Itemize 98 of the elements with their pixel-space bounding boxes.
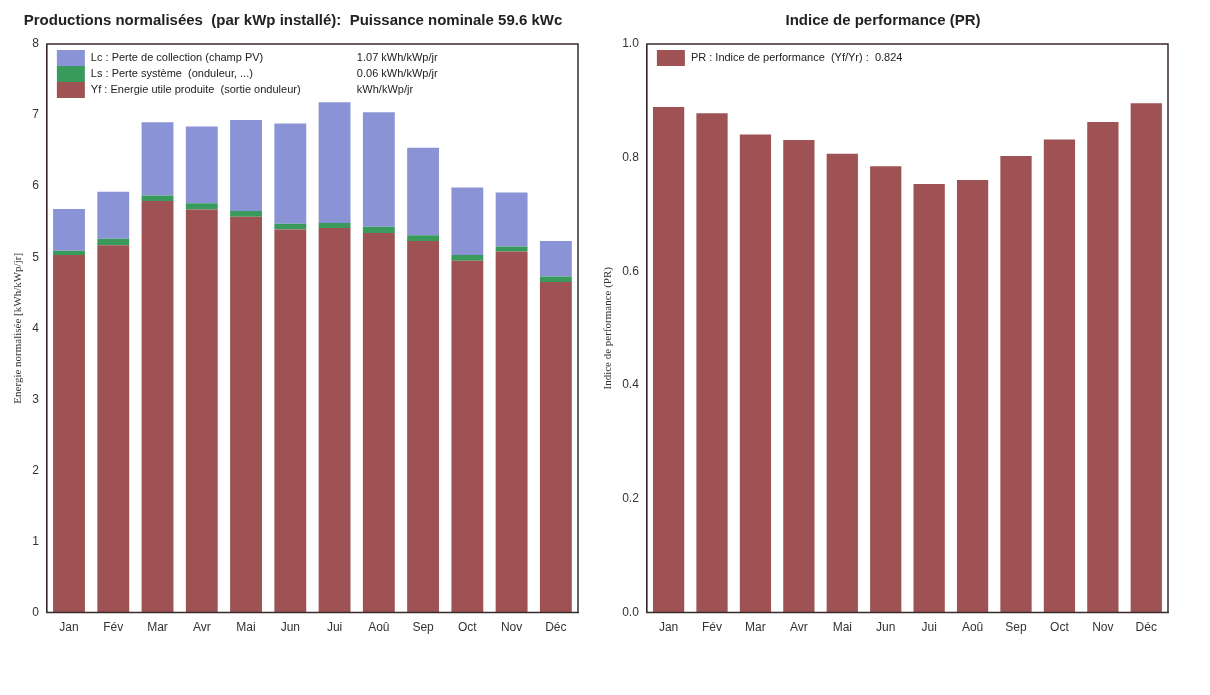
x-tick-label: Mai (236, 620, 256, 635)
bar (318, 102, 351, 224)
x-tick-label: Jan (59, 620, 79, 635)
bar (956, 179, 989, 613)
y-tick-label: 3 (32, 391, 40, 406)
y-tick-label: 8 (32, 36, 40, 51)
y-tick-label: 0.0 (622, 604, 640, 619)
bar (913, 183, 945, 613)
bar (318, 223, 351, 229)
x-tick-label: Mar (745, 620, 766, 635)
x-tick-label: Jan (658, 620, 679, 635)
chart-title: Productions normalisées (par kWp installé): Puissance nominale 59.6 kWc (23, 11, 563, 29)
x-tick-label: Mai (832, 620, 852, 635)
y-tick-label: 5 (32, 249, 40, 264)
bar (1130, 103, 1162, 613)
bar (141, 122, 174, 196)
bar (141, 195, 174, 202)
x-tick-label: Jun (280, 620, 300, 635)
bar (230, 216, 262, 613)
bar (451, 187, 484, 256)
chart-title: Indice de performance (PR) (785, 11, 981, 29)
bar (1043, 139, 1076, 613)
bar (407, 235, 440, 241)
x-tick-label: Jui (326, 620, 343, 635)
x-tick-label: Avr (789, 620, 808, 635)
bar (185, 126, 218, 204)
bar (230, 211, 262, 217)
bar (185, 203, 218, 210)
bar (141, 201, 174, 613)
bar (274, 223, 307, 230)
bar (539, 240, 572, 277)
legend-label: Yf : Energie utile produite (sortie onduleur) (90, 83, 301, 96)
bar (539, 276, 572, 283)
bar (451, 260, 484, 613)
bar (53, 250, 85, 256)
bar (97, 238, 130, 246)
x-tick-label: Aoû (961, 620, 984, 635)
bar (274, 229, 307, 613)
y-tick-label: 1.0 (622, 36, 640, 51)
bar (362, 226, 395, 234)
y-tick-label: 0.6 (622, 263, 640, 278)
bar (495, 246, 528, 252)
x-tick-label: Oct (458, 620, 478, 635)
y-tick-label: 7 (32, 107, 40, 122)
x-tick-label: Sep (1005, 620, 1028, 635)
bar (539, 282, 572, 613)
y-tick-label: 2 (32, 462, 40, 477)
x-tick-label: Nov (1092, 620, 1114, 635)
bar (783, 140, 815, 613)
x-tick-label: Oct (1050, 620, 1070, 635)
bar (97, 245, 130, 613)
x-tick-label: Déc (1135, 620, 1157, 635)
bar (97, 191, 130, 239)
bar (274, 123, 307, 224)
bar (826, 153, 858, 613)
bar (739, 134, 772, 613)
bar (495, 192, 528, 247)
y-tick-label: 1 (32, 533, 40, 548)
x-tick-label: Jun (876, 620, 896, 635)
legend-label: Ls : Perte système (onduleur, ...) (90, 67, 253, 80)
x-tick-label: Avr (192, 620, 211, 635)
x-tick-label: Fév (702, 620, 723, 635)
y-tick-label: 0.2 (622, 491, 640, 506)
x-tick-label: Jui (921, 620, 937, 635)
bar (407, 147, 440, 236)
y-axis-title: Energie normalisée [kWh/kWp/jr] (11, 252, 24, 404)
x-tick-label: Nov (500, 620, 523, 635)
legend-label: Lc : Perte de collection (champ PV) (90, 51, 264, 64)
x-tick-label: Aoû (368, 620, 390, 635)
bar (1000, 156, 1032, 613)
y-tick-label: 0.8 (622, 150, 640, 165)
x-tick-label: Déc (545, 620, 567, 635)
annotation: 1.07 kWh/kWp/jr (356, 51, 438, 64)
bar (53, 208, 85, 251)
y-tick-label: 0.4 (622, 377, 640, 392)
bar (1087, 121, 1119, 613)
y-tick-label: 6 (32, 178, 40, 193)
bar (230, 120, 262, 212)
annotation: 0.06 kWh/kWp/jr (356, 67, 438, 80)
annotation: kWh/kWp/jr (356, 83, 414, 96)
legend-label: PR : Indice de performance (Yf/Yr) : 0.824 (690, 51, 903, 64)
bar (185, 209, 218, 613)
x-tick-label: Fév (103, 620, 124, 635)
bar (407, 240, 440, 613)
bar (696, 113, 728, 613)
y-tick-label: 4 (32, 320, 40, 335)
bar (362, 112, 395, 227)
bar (53, 255, 85, 613)
bar (870, 166, 902, 613)
y-tick-label: 0 (32, 604, 40, 619)
bar (362, 233, 395, 613)
bar (652, 107, 685, 613)
x-tick-label: Mar (147, 620, 168, 635)
bar (318, 228, 351, 613)
y-axis-title: Indice de performance (PR) (601, 266, 615, 390)
bar (451, 255, 484, 261)
bar (495, 251, 528, 613)
x-tick-label: Sep (412, 620, 435, 635)
